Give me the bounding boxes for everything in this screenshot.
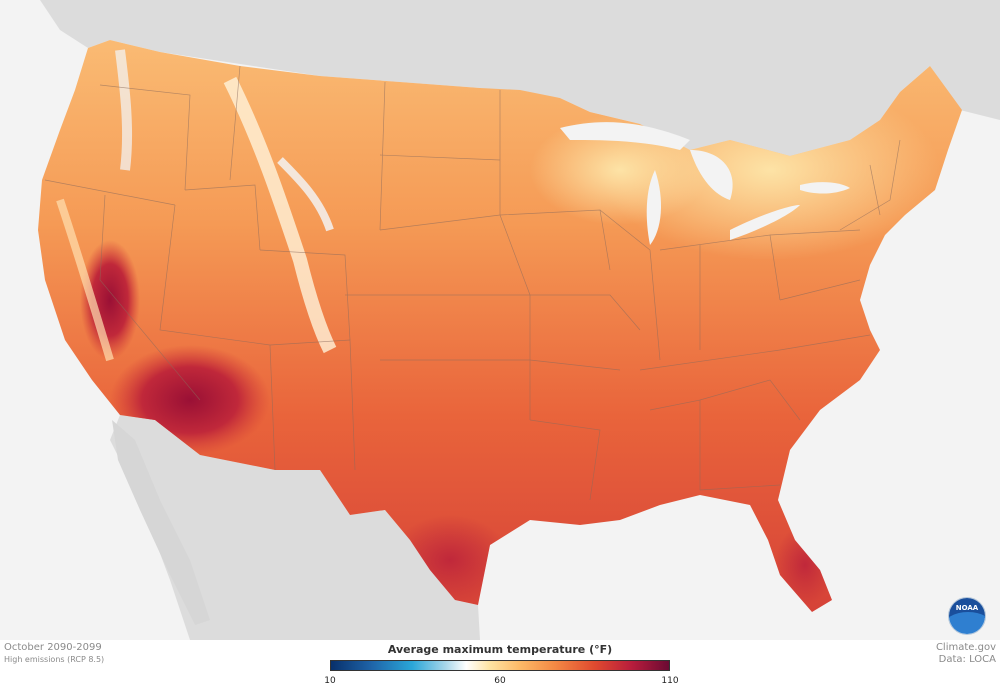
legend-colorbar <box>330 660 670 671</box>
lake-michigan <box>646 170 662 245</box>
time-period: October 2090-2099 <box>4 642 102 653</box>
legend-min-label: 10 <box>324 676 336 686</box>
emissions-scenario: High emissions (RCP 8.5) <box>4 655 105 664</box>
noaa-logo-text: NOAA <box>955 604 979 612</box>
lake-huron <box>690 150 733 200</box>
legend-mid-label: 60 <box>494 676 506 686</box>
credit-data: Data: LOCA <box>938 654 996 665</box>
legend-title: Average maximum temperature (°F) <box>387 643 613 656</box>
lake-ontario <box>800 182 850 194</box>
credit-source: Climate.gov <box>935 642 996 653</box>
map-info: October 2090-2099 High emissions (RCP 8.… <box>4 642 104 664</box>
canada-landmass <box>40 0 1000 156</box>
legend-max-label: 110 <box>661 676 679 686</box>
state-borders <box>44 65 901 501</box>
mexico-landmass <box>110 415 480 640</box>
lake-superior <box>560 122 690 150</box>
lake-erie <box>730 205 800 240</box>
noaa-logo: NOAA <box>948 597 986 635</box>
temperature-map <box>38 0 1000 640</box>
map-footer: October 2090-2099 High emissions (RCP 8.… <box>0 640 1000 690</box>
baja-peninsula <box>112 420 210 625</box>
map-credits: Climate.gov Data: LOCA <box>936 642 996 666</box>
